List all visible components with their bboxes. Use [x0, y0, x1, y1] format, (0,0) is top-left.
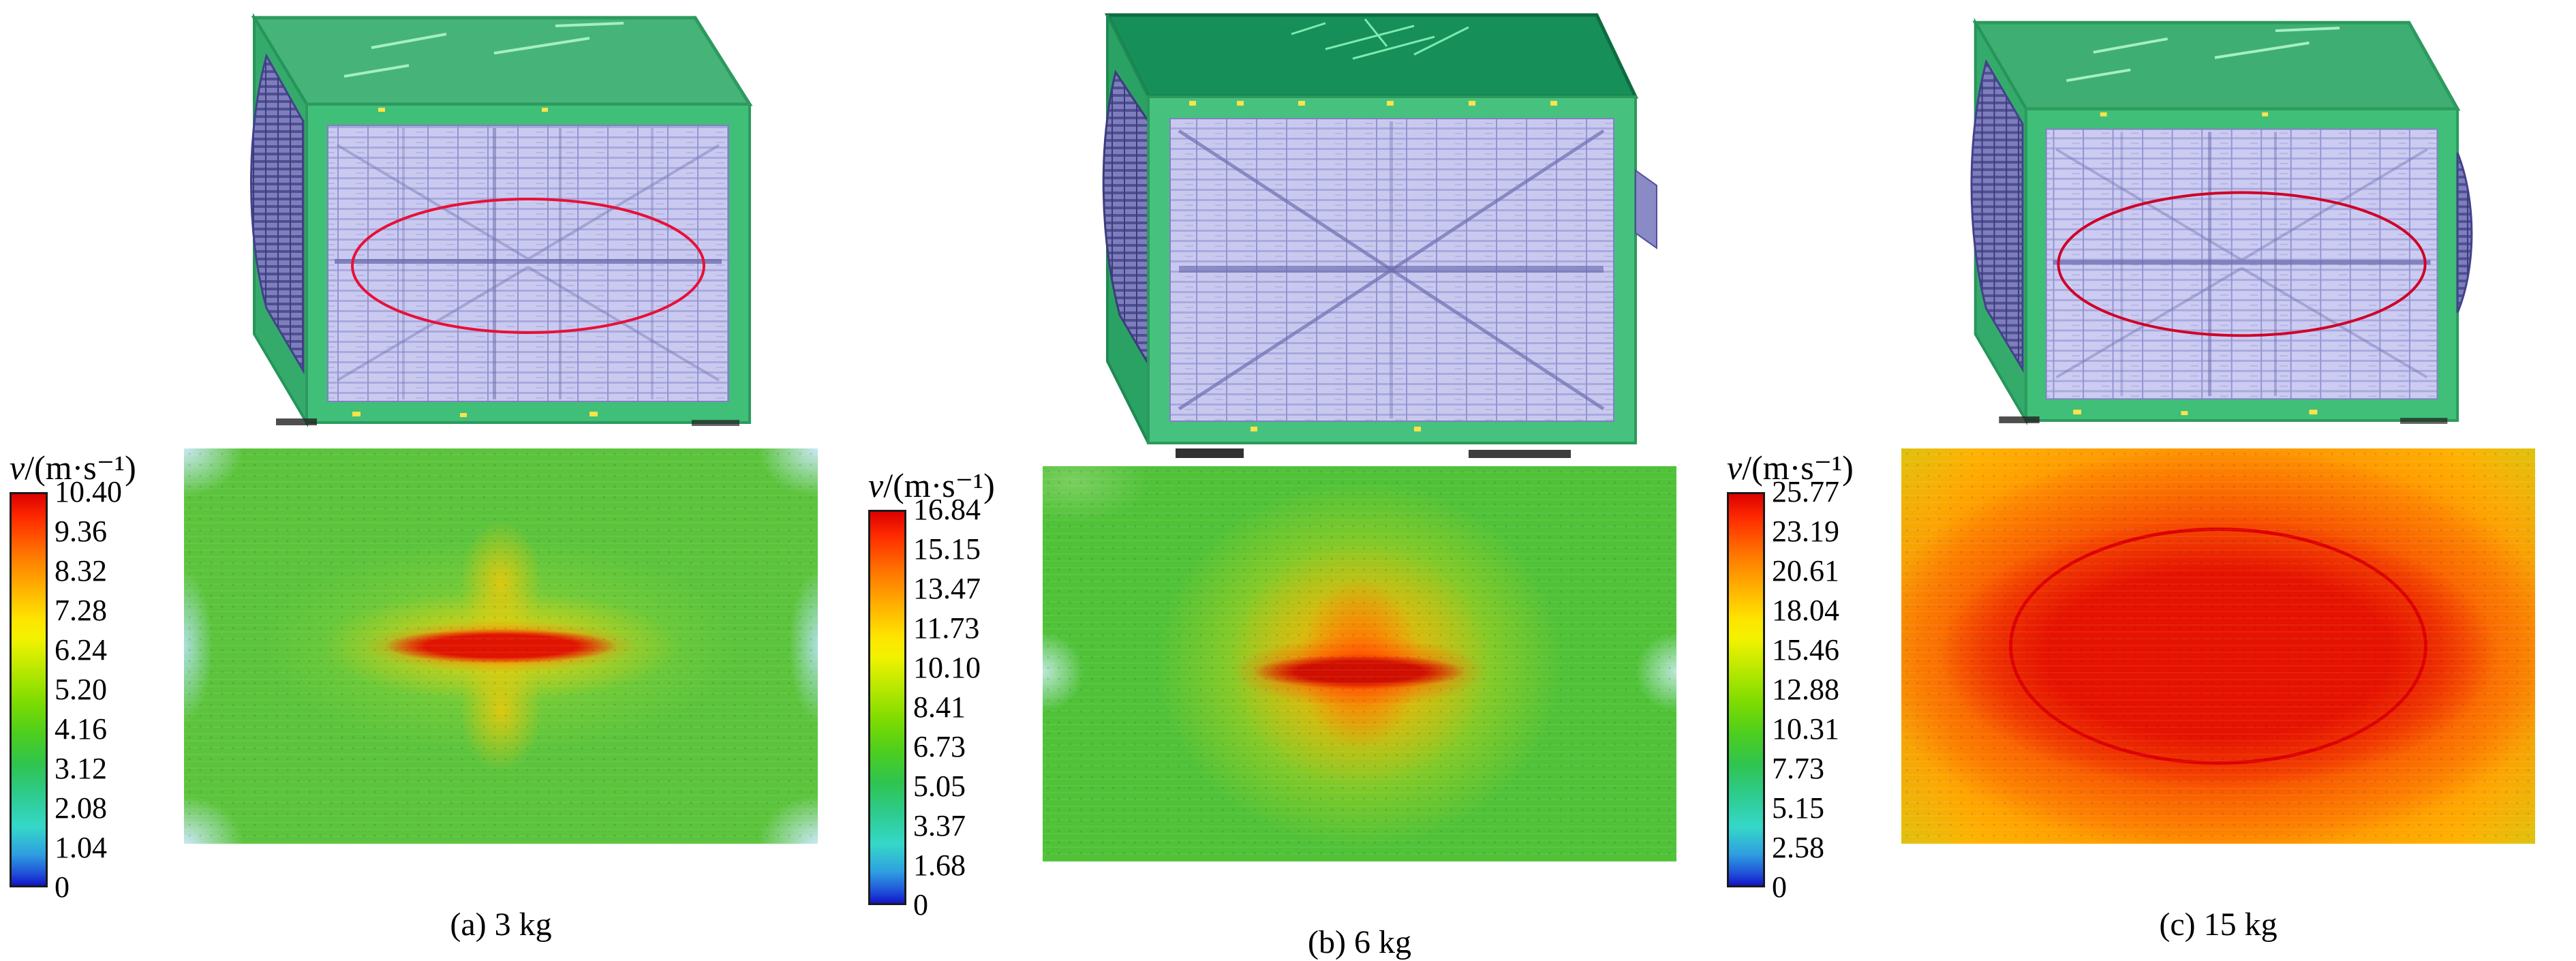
colorbar-label-variable: v	[868, 466, 884, 504]
colorbar-tick: 2.58	[1772, 831, 1824, 864]
colorbar-tick: 9.36	[55, 515, 107, 548]
caption-b: (b) 6 kg	[1308, 924, 1411, 960]
mesh-diagonals	[1178, 129, 1605, 411]
colorbar-gradient-c	[1727, 492, 1765, 887]
colorbar-tick: 13.47	[913, 572, 981, 605]
panel-a: v/(m·s⁻¹) 10.40 9.36 8.32 7.28 6.24 5.20…	[0, 0, 859, 943]
caption-row-c: (c) 15 kg	[1901, 906, 2535, 943]
colorbar-tick: 10.31	[1772, 712, 1839, 746]
colorbar-tick: 7.28	[55, 594, 107, 627]
field-row-b: v/(m·s⁻¹) 16.84 15.15 13.47 11.73 10.10 …	[859, 466, 1717, 920]
colorbar-tick: 5.20	[55, 673, 107, 706]
colorbar-label-variable: v	[1727, 448, 1743, 487]
left-mesh-panel	[1102, 70, 1150, 368]
simulation-render-b	[1102, 13, 1657, 458]
caption-c: (c) 15 kg	[2159, 906, 2278, 943]
render-area-b	[859, 0, 1717, 466]
colorbar-tick: 12.88	[1772, 673, 1839, 706]
colorbar-tick: 15.15	[913, 532, 981, 566]
field-row-c: v/(m·s⁻¹) 25.77 23.19 20.61 18.04 15.46 …	[1717, 448, 2576, 902]
colorbar-tick: 25.77	[1772, 475, 1839, 508]
left-mesh-panel	[1970, 59, 2024, 373]
colorbar-tick: 23.19	[1772, 515, 1839, 548]
colorbar-tick: 1.68	[913, 849, 966, 882]
colorbar-row-c: 25.77 23.19 20.61 18.04 15.46 12.88 10.3…	[1727, 477, 1901, 902]
colorbar-tick: 6.24	[55, 633, 107, 667]
colorbar-tick: 11.73	[913, 611, 980, 645]
simulation-render-c	[1970, 17, 2473, 426]
velocity-field-c	[1901, 448, 2535, 844]
colorbar-tick: 8.41	[913, 690, 966, 724]
frame-speckles	[352, 108, 598, 417]
colorbar-tick: 0	[55, 870, 70, 904]
colorbar-b: v/(m·s⁻¹) 16.84 15.15 13.47 11.73 10.10 …	[859, 466, 1043, 920]
box-top-face	[251, 16, 753, 106]
colorbar-tick: 0	[913, 888, 928, 921]
colorbar-tick: 4.16	[55, 712, 107, 746]
colorbar-tick: 10.10	[913, 651, 981, 684]
colorbar-tick: 1.04	[55, 831, 107, 864]
colorbar-label-a: v/(m·s⁻¹)	[10, 448, 184, 487]
field-row-a: v/(m·s⁻¹) 10.40 9.36 8.32 7.28 6.24 5.20…	[0, 448, 859, 902]
panel-b: v/(m·s⁻¹) 16.84 15.15 13.47 11.73 10.10 …	[859, 0, 1717, 960]
panel-c: v/(m·s⁻¹) 25.77 23.19 20.61 18.04 15.46 …	[1717, 0, 2576, 943]
colorbar-row-b: 16.84 15.15 13.47 11.73 10.10 8.41 6.73 …	[868, 495, 1043, 920]
colorbar-tick: 18.04	[1772, 594, 1839, 627]
colorbar-label-variable: v	[10, 448, 25, 487]
colorbar-tick: 8.32	[55, 554, 107, 588]
right-mesh-panel	[1635, 169, 1657, 249]
frame-speckles	[1189, 101, 1557, 431]
colorbar-tick: 6.73	[913, 730, 966, 763]
colorbar-tick: 7.73	[1772, 752, 1824, 785]
mesh-center-band	[1179, 266, 1604, 273]
box-top-face	[1972, 20, 2461, 111]
colorbar-label-b: v/(m·s⁻¹)	[868, 466, 1043, 504]
colorbar-tick: 5.15	[1772, 791, 1824, 825]
colorbar-label-units: /(m·s⁻¹)	[1742, 448, 1854, 487]
colorbar-gradient-b	[868, 510, 906, 905]
colorbar-tick: 16.84	[913, 493, 981, 526]
frame-speckles	[2073, 112, 2318, 416]
colorbar-row-a: 10.40 9.36 8.32 7.28 6.24 5.20 4.16 3.12…	[10, 477, 184, 902]
top-face-marks	[2066, 27, 2340, 82]
render-area-c	[1717, 0, 2576, 448]
render-area-a	[0, 0, 859, 448]
left-mesh-panel	[250, 53, 305, 375]
colorbar-tick: 0	[1772, 870, 1787, 904]
caption-row-a: (a) 3 kg	[184, 906, 818, 943]
mesh-center-band	[2053, 260, 2431, 265]
colorbar-ticks-b: 16.84 15.15 13.47 11.73 10.10 8.41 6.73 …	[913, 495, 981, 920]
top-face-marks	[343, 22, 624, 78]
colorbar-tick: 2.08	[55, 791, 107, 825]
colorbar-c: v/(m·s⁻¹) 25.77 23.19 20.61 18.04 15.46 …	[1717, 448, 1901, 902]
colorbar-tick: 15.46	[1772, 633, 1839, 667]
caption-a: (a) 3 kg	[450, 906, 552, 943]
annotation-ellipse-a	[351, 198, 705, 334]
colorbar-tick: 5.05	[913, 769, 966, 803]
top-face-marks	[1291, 18, 1469, 60]
velocity-field-a	[184, 448, 818, 844]
colorbar-tick: 20.61	[1772, 554, 1839, 588]
annotation-ellipse-c	[2057, 191, 2427, 337]
colorbar-gradient-a	[10, 492, 48, 887]
colorbar-ticks-a: 10.40 9.36 8.32 7.28 6.24 5.20 4.16 3.12…	[55, 477, 122, 902]
right-mesh-panel	[2456, 152, 2473, 314]
colorbar-tick: 3.37	[913, 809, 966, 842]
annotation-ellipse-field-c	[2009, 528, 2427, 765]
velocity-field-b	[1043, 466, 1676, 861]
mesh-diagonals	[2055, 148, 2428, 379]
colorbar-tick: 3.12	[55, 752, 107, 785]
colorbar-ticks-c: 25.77 23.19 20.61 18.04 15.46 12.88 10.3…	[1772, 477, 1839, 902]
colorbar-tick: 10.40	[55, 475, 122, 508]
colorbar-label-units: /(m·s⁻¹)	[883, 466, 995, 504]
mesh-center-band	[335, 259, 722, 264]
mesh-diagonals	[336, 144, 720, 382]
colorbar-label-units: /(m·s⁻¹)	[25, 448, 136, 487]
caption-row-b: (b) 6 kg	[1043, 924, 1676, 961]
colorbar-a: v/(m·s⁻¹) 10.40 9.36 8.32 7.28 6.24 5.20…	[0, 448, 184, 902]
colorbar-label-c: v/(m·s⁻¹)	[1727, 448, 1901, 487]
simulation-render-a	[250, 12, 753, 428]
